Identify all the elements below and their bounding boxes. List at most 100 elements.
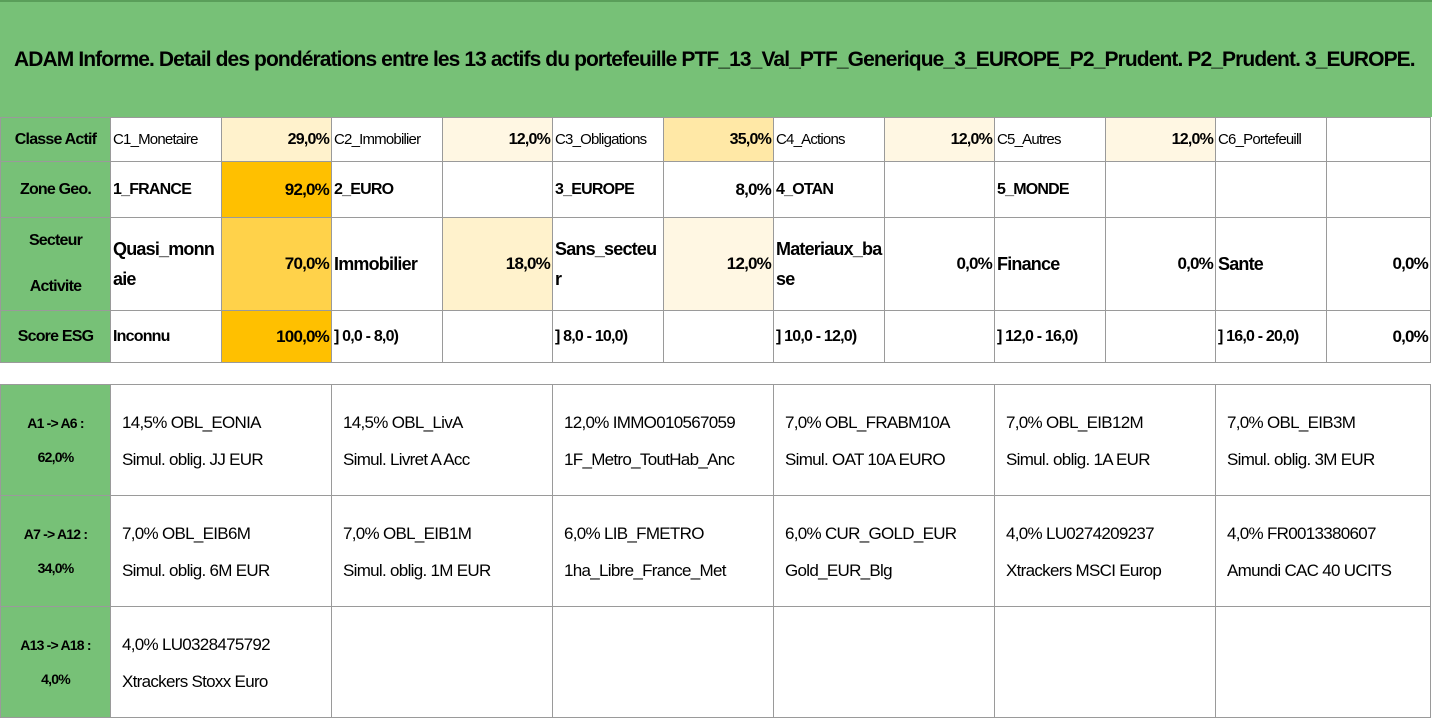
asset-range-label: A1 -> A6 :: [27, 415, 84, 431]
asset-description: Gold_EUR_Blg: [785, 561, 893, 580]
report-title: ADAM Informe. Detail des pondérations en…: [0, 0, 1432, 117]
category-weight: [663, 310, 774, 363]
asset-cell: [1215, 606, 1431, 718]
category-name: ] 0,0 - 8,0): [331, 310, 443, 363]
category-name: 5_MONDE: [994, 161, 1106, 218]
asset-weight-code: 4,0% FR0013380607: [1227, 524, 1376, 543]
category-weight: [442, 161, 553, 218]
category-name: 4_OTAN: [773, 161, 885, 218]
asset-cell: [552, 606, 774, 718]
asset-range-total: 62,0%: [37, 449, 75, 465]
weights-row: Score ESG Inconnu 100,0%] 0,0 - 8,0) ] 8,0 …: [0, 310, 1431, 363]
asset-cell: [994, 606, 1216, 718]
asset-row: A1 -> A6 : 62,0% 14,5% OBL_EONIA Simul. obl…: [0, 384, 1431, 496]
weights-table: Classe Actif C1_Monetaire 29,0% C2_Immobili…: [0, 117, 1431, 363]
category-weight: 12,0%: [442, 117, 553, 162]
category-weight: [884, 161, 995, 218]
asset-range-header: A1 -> A6 : 62,0%: [0, 384, 111, 496]
category-weight: 92,0%: [221, 161, 332, 218]
asset-cell: 7,0% OBL_EIB1M Simul. oblig. 1M EUR: [331, 495, 553, 607]
asset-cell: 12,0% IMMO010567059 1F_Metro_ToutHab_Anc: [552, 384, 774, 496]
asset-description: Simul. Livret A Acc: [343, 450, 470, 469]
category-weight: 100,0%: [221, 310, 332, 363]
category-name: C1_Monetaire: [110, 117, 222, 162]
asset-row: A13 -> A18 : 4,0% 4,0% LU0328475792 Xtracke…: [0, 606, 1431, 718]
category-name: 2_EURO: [331, 161, 443, 218]
category-weight: 12,0%: [663, 217, 774, 311]
asset-cell: 6,0% CUR_GOLD_EUR Gold_EUR_Blg: [773, 495, 995, 607]
asset-cell: 7,0% OBL_EIB6M Simul. oblig. 6M EUR: [110, 495, 332, 607]
asset-cell: 14,5% OBL_LivA Simul. Livret A Acc: [331, 384, 553, 496]
category-weight: 35,0%: [663, 117, 774, 162]
asset-description: Simul. oblig. 1M EUR: [343, 561, 491, 580]
assets-table: A1 -> A6 : 62,0% 14,5% OBL_EONIA Simul. obl…: [0, 384, 1431, 718]
category-weight: [442, 310, 553, 363]
asset-description: Simul. oblig. 1A EUR: [1006, 450, 1150, 469]
category-weight: 0,0%: [1105, 217, 1216, 311]
category-weight: 0,0%: [1326, 217, 1431, 311]
asset-description: Simul. oblig. 6M EUR: [122, 561, 270, 580]
asset-cell: 14,5% OBL_EONIA Simul. oblig. JJ EUR: [110, 384, 332, 496]
category-weight: 18,0%: [442, 217, 553, 311]
asset-description: 1F_Metro_ToutHab_Anc: [564, 450, 735, 469]
asset-range-header: A13 -> A18 : 4,0%: [0, 606, 111, 718]
asset-row: A7 -> A12 : 34,0% 7,0% OBL_EIB6M Simul. obl…: [0, 495, 1431, 607]
asset-weight-code: 14,5% OBL_EONIA: [122, 413, 262, 432]
asset-description: Simul. OAT 10A EURO: [785, 450, 946, 469]
category-name: ] 8,0 - 10,0): [552, 310, 664, 363]
category-weight: 8,0%: [663, 161, 774, 218]
asset-weight-code: 7,0% OBL_FRABM10A: [785, 413, 950, 432]
asset-description: Xtrackers Stoxx Euro: [122, 672, 268, 691]
category-name: [1215, 161, 1327, 218]
asset-cell: 4,0% FR0013380607 Amundi CAC 40 UCITS: [1215, 495, 1431, 607]
asset-weight-code: 4,0% LU0274209237: [1006, 524, 1155, 543]
asset-weight-code: 12,0% IMMO010567059: [564, 413, 736, 432]
category-weight: [884, 310, 995, 363]
category-weight: [1105, 161, 1216, 218]
category-name: C3_Obligations: [552, 117, 664, 162]
category-name: Sans_secteur: [552, 217, 664, 311]
asset-weight-code: 7,0% OBL_EIB3M: [1227, 413, 1356, 432]
asset-weight-code: 4,0% LU0328475792: [122, 635, 271, 654]
asset-description: 1ha_Libre_France_Met: [564, 561, 726, 580]
category-name: Inconnu: [110, 310, 222, 363]
row-header: Secteur Activite: [0, 217, 111, 311]
category-weight: 70,0%: [221, 217, 332, 311]
category-weight: [1326, 161, 1431, 218]
category-weight: [1105, 310, 1216, 363]
asset-cell: 4,0% LU0328475792 Xtrackers Stoxx Euro: [110, 606, 332, 718]
asset-weight-code: 14,5% OBL_LivA: [343, 413, 463, 432]
category-name: ] 12,0 - 16,0): [994, 310, 1106, 363]
asset-description: Simul. oblig. 3M EUR: [1227, 450, 1375, 469]
weights-row: Classe Actif C1_Monetaire 29,0% C2_Immobili…: [0, 117, 1431, 162]
asset-description: Xtrackers MSCI Europ: [1006, 561, 1162, 580]
category-name: C6_Portefeuill: [1215, 117, 1327, 162]
row-header: Score ESG: [0, 310, 111, 363]
category-name: ] 10,0 - 12,0): [773, 310, 885, 363]
asset-range-label: A7 -> A12 :: [23, 526, 88, 542]
category-weight: 12,0%: [884, 117, 995, 162]
category-name: C5_Autres: [994, 117, 1106, 162]
asset-weight-code: 6,0% LIB_FMETRO: [564, 524, 704, 543]
asset-cell: 7,0% OBL_EIB3M Simul. oblig. 3M EUR: [1215, 384, 1431, 496]
category-weight: 29,0%: [221, 117, 332, 162]
category-name: ] 16,0 - 20,0): [1215, 310, 1327, 363]
category-name: 1_FRANCE: [110, 161, 222, 218]
asset-range-total: 34,0%: [37, 560, 75, 576]
asset-cell: 7,0% OBL_EIB12M Simul. oblig. 1A EUR: [994, 384, 1216, 496]
asset-description: Simul. oblig. JJ EUR: [122, 450, 264, 469]
asset-cell: 4,0% LU0274209237 Xtrackers MSCI Europ: [994, 495, 1216, 607]
asset-range-label: A13 -> A18 :: [20, 637, 91, 653]
category-name: Finance: [994, 217, 1106, 311]
asset-cell: 6,0% LIB_FMETRO 1ha_Libre_France_Met: [552, 495, 774, 607]
asset-weight-code: 6,0% CUR_GOLD_EUR: [785, 524, 957, 543]
asset-description: Amundi CAC 40 UCITS: [1227, 561, 1392, 580]
asset-weight-code: 7,0% OBL_EIB1M: [343, 524, 472, 543]
asset-range-total: 4,0%: [41, 671, 71, 687]
category-weight: 12,0%: [1105, 117, 1216, 162]
category-name: 3_EUROPE: [552, 161, 664, 218]
asset-weight-code: 7,0% OBL_EIB12M: [1006, 413, 1144, 432]
category-weight: 0,0%: [884, 217, 995, 311]
weights-row: Secteur Activite Quasi_monnaie 70,0% Immobi…: [0, 217, 1431, 311]
